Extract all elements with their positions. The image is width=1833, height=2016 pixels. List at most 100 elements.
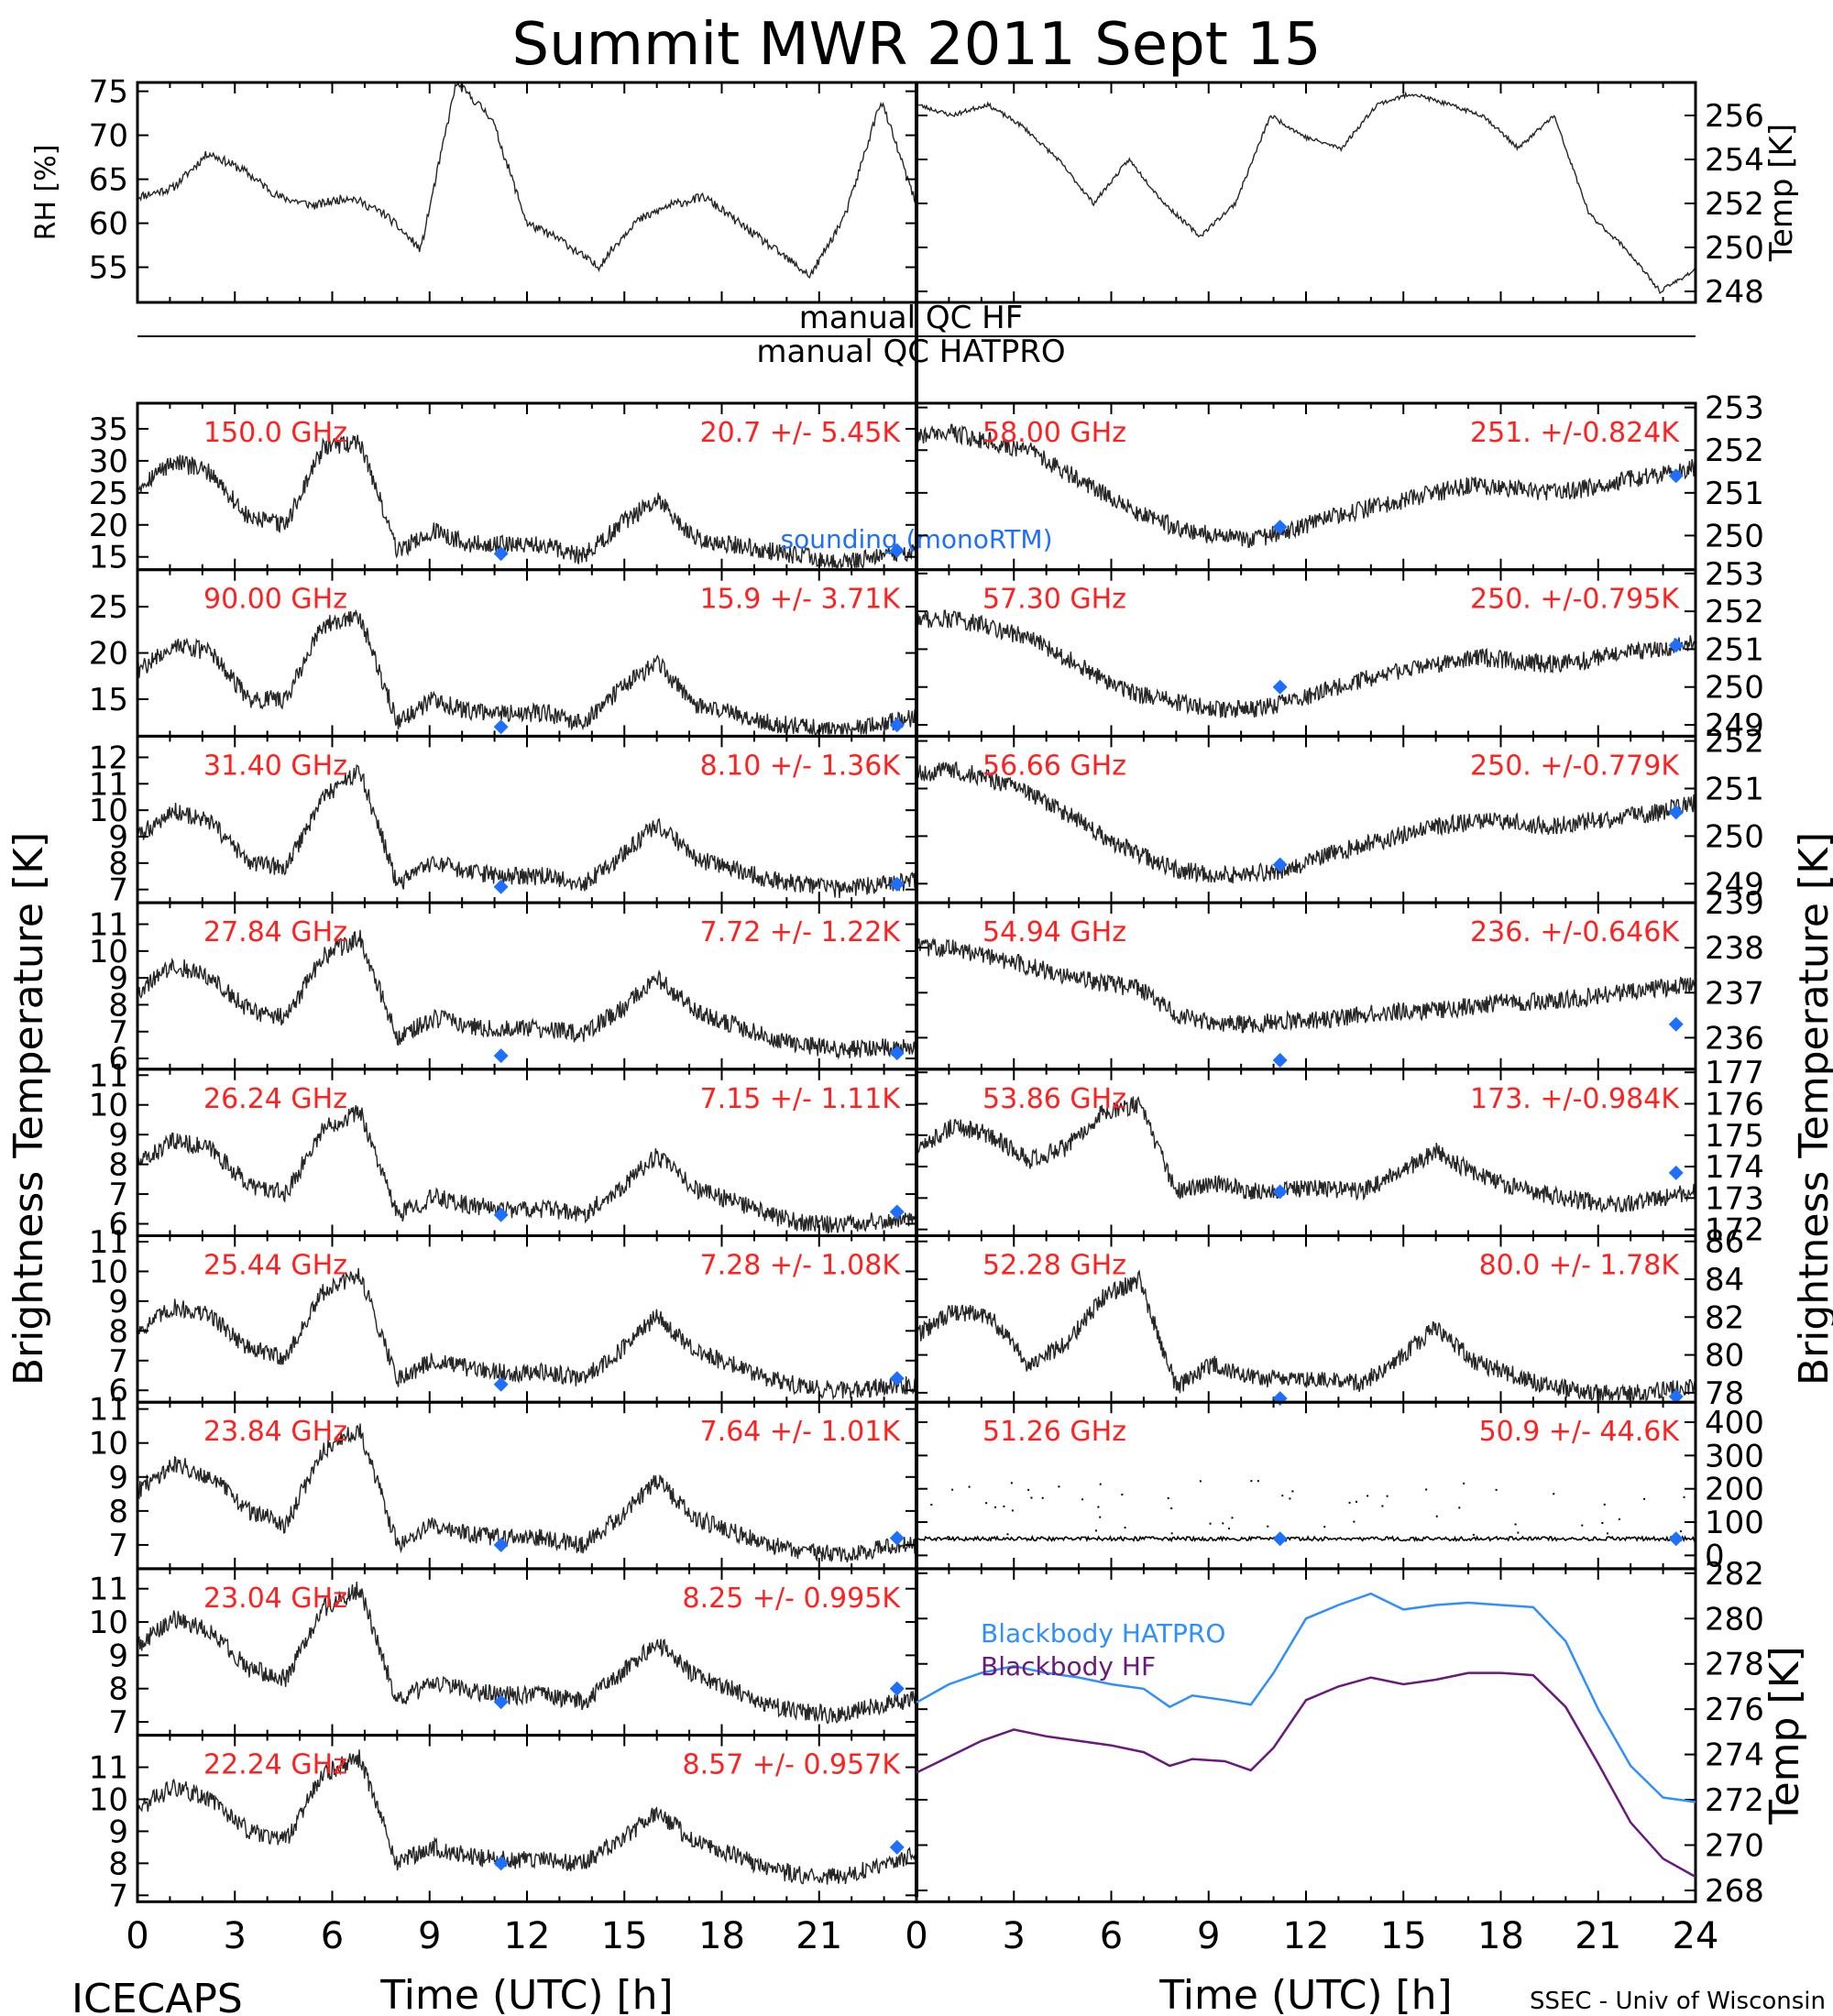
channel-ytick-label: 174 xyxy=(1705,1149,1764,1186)
channel-ytick-label: 6 xyxy=(108,1373,128,1409)
channel-frequency-label: 25.44 GHz xyxy=(203,1250,347,1282)
rh-panel: 55 60 65 70 75 RH [%] xyxy=(30,74,918,304)
channel-spike xyxy=(1199,1480,1202,1483)
sounding-marker xyxy=(1668,805,1684,820)
rh-panel-ytick-label: 75 xyxy=(89,74,128,111)
sounding-marker xyxy=(493,546,509,562)
channel-spike xyxy=(1603,1503,1606,1506)
sounding-marker xyxy=(1272,520,1288,535)
channel-spike xyxy=(1209,1522,1212,1525)
channel-ytick-label: 0 xyxy=(1705,1538,1725,1574)
sounding-marker xyxy=(1272,1052,1288,1068)
x-tick-label-right: 9 xyxy=(1197,1915,1220,1957)
channel-spike xyxy=(1058,1485,1060,1488)
channel-ytick-label: 177 xyxy=(1705,1055,1764,1091)
channel-spike xyxy=(1353,1520,1356,1523)
channel-stat-label: 7.15 +/- 1.11K xyxy=(700,1083,902,1115)
channel-ytick-label: 20 xyxy=(89,508,128,544)
channel-ytick-label: 252 xyxy=(1705,724,1764,761)
sounding-marker xyxy=(493,1537,509,1552)
channel-spike xyxy=(1435,1515,1438,1517)
blackbody-panel-ytick-label: 280 xyxy=(1705,1601,1764,1638)
channel-stat-label: 15.9 +/- 3.71K xyxy=(700,584,902,616)
channel-trace xyxy=(137,929,917,1060)
channel-frequency-label: 23.04 GHz xyxy=(203,1583,347,1615)
channel-trace xyxy=(137,1267,917,1401)
blackbody-panel-ytick-label: 276 xyxy=(1705,1692,1764,1728)
temp-panel-ytick-label: 252 xyxy=(1705,186,1764,223)
sounding-marker xyxy=(493,1207,509,1222)
channel-spike xyxy=(1006,1533,1009,1536)
channel-stat-label: 7.28 +/- 1.08K xyxy=(700,1250,902,1282)
figure-title: Summit MWR 2011 Sept 15 xyxy=(511,11,1321,79)
temp-panel-ytick-label: 256 xyxy=(1705,98,1764,135)
channel-spike xyxy=(1030,1496,1033,1499)
channel-trace xyxy=(916,1269,1696,1403)
channel-spike xyxy=(1367,1495,1369,1497)
channel-stat-label: 250. +/-0.779K xyxy=(1470,750,1680,782)
channel-spike xyxy=(1170,1507,1173,1509)
channel-frequency-label: 90.00 GHz xyxy=(203,584,347,616)
channel-spike xyxy=(1694,1495,1696,1497)
blackbody-panel-ytick-label: 274 xyxy=(1705,1737,1764,1774)
sounding-marker xyxy=(493,1694,509,1710)
channel-ytick-label: 252 xyxy=(1705,433,1764,469)
channel-stat-label: 50.9 +/- 44.6K xyxy=(1479,1416,1681,1448)
sounding-marker xyxy=(493,879,509,894)
channel-spike xyxy=(1099,1516,1102,1518)
channel-stat-label: 8.10 +/- 1.36K xyxy=(700,750,902,782)
x-tick-label-left: 6 xyxy=(321,1915,344,1957)
y-axis-label-left: Brightness Temperature [K] xyxy=(5,832,52,1386)
rh-axis-label: RH [%] xyxy=(30,145,62,241)
channel-spike xyxy=(1386,1495,1388,1497)
x-axis-label-left: Time (UTC) [h] xyxy=(379,1972,673,2016)
blackbody-panel-ytick-label: 282 xyxy=(1705,1556,1764,1593)
temp-panel-frame xyxy=(915,81,1697,304)
channel-ytick-label: 251 xyxy=(1705,476,1764,512)
channel-spike xyxy=(1463,1482,1465,1485)
channel-ytick-label: 100 xyxy=(1705,1505,1764,1541)
channel-panel-5494: 236 237 238 239 54.94 GHz 236. +/-0.646K xyxy=(915,885,1764,1071)
channel-spike xyxy=(1291,1490,1294,1493)
channel-ytick-label: 10 xyxy=(89,934,128,970)
sounding-marker xyxy=(1668,1389,1684,1405)
sounding-marker xyxy=(493,1856,509,1871)
channel-ytick-label: 176 xyxy=(1705,1087,1764,1123)
footer-left-text: ICECAPS xyxy=(71,1976,243,2016)
channel-spike xyxy=(1097,1506,1100,1508)
x-tick-label-right: 24 xyxy=(1673,1915,1719,1957)
sounding-marker xyxy=(1668,1531,1684,1547)
channel-ytick-label: 173 xyxy=(1705,1180,1764,1217)
x-tick-label-left: 21 xyxy=(796,1915,842,1957)
channel-spike xyxy=(1170,1532,1173,1535)
qc-hatpro-label: manual QC HATPRO xyxy=(756,334,1065,370)
channel-frequency-label: 54.94 GHz xyxy=(982,916,1126,948)
channel-ytick-label: 251 xyxy=(1705,631,1764,668)
channel-trace xyxy=(137,1423,917,1563)
channel-spike xyxy=(947,1538,949,1540)
x-tick-labels: 0 3 6 9 12 15 18 21 0 3 6 9 12 15 18 21 24 xyxy=(126,1915,1718,1957)
channel-spike xyxy=(1381,1505,1384,1507)
channel-ytick-label: 10 xyxy=(89,1088,128,1124)
channel-ytick-label: 86 xyxy=(1705,1224,1744,1261)
channel-spike xyxy=(1618,1517,1620,1520)
channel-ytick-label: 80 xyxy=(1705,1338,1744,1375)
channel-spike xyxy=(1495,1488,1498,1491)
channel-spike xyxy=(1323,1526,1326,1528)
channel-ytick-label: 239 xyxy=(1705,885,1764,922)
channel-panel-9000: 15 20 25 90.00 GHz 15.9 +/- 3.71K xyxy=(89,568,918,738)
channel-trace xyxy=(916,1096,1696,1213)
channel-spike xyxy=(1231,1517,1234,1519)
channel-ytick-label: 84 xyxy=(1705,1262,1744,1298)
channel-ytick-label: 200 xyxy=(1705,1472,1764,1508)
channel-ytick-label: 78 xyxy=(1705,1375,1744,1412)
sounding-marker xyxy=(889,1681,905,1696)
channel-ytick-label: 15 xyxy=(89,682,128,718)
x-tick-label-right: 21 xyxy=(1575,1915,1621,1957)
channel-ytick-label: 11 xyxy=(89,1750,128,1787)
